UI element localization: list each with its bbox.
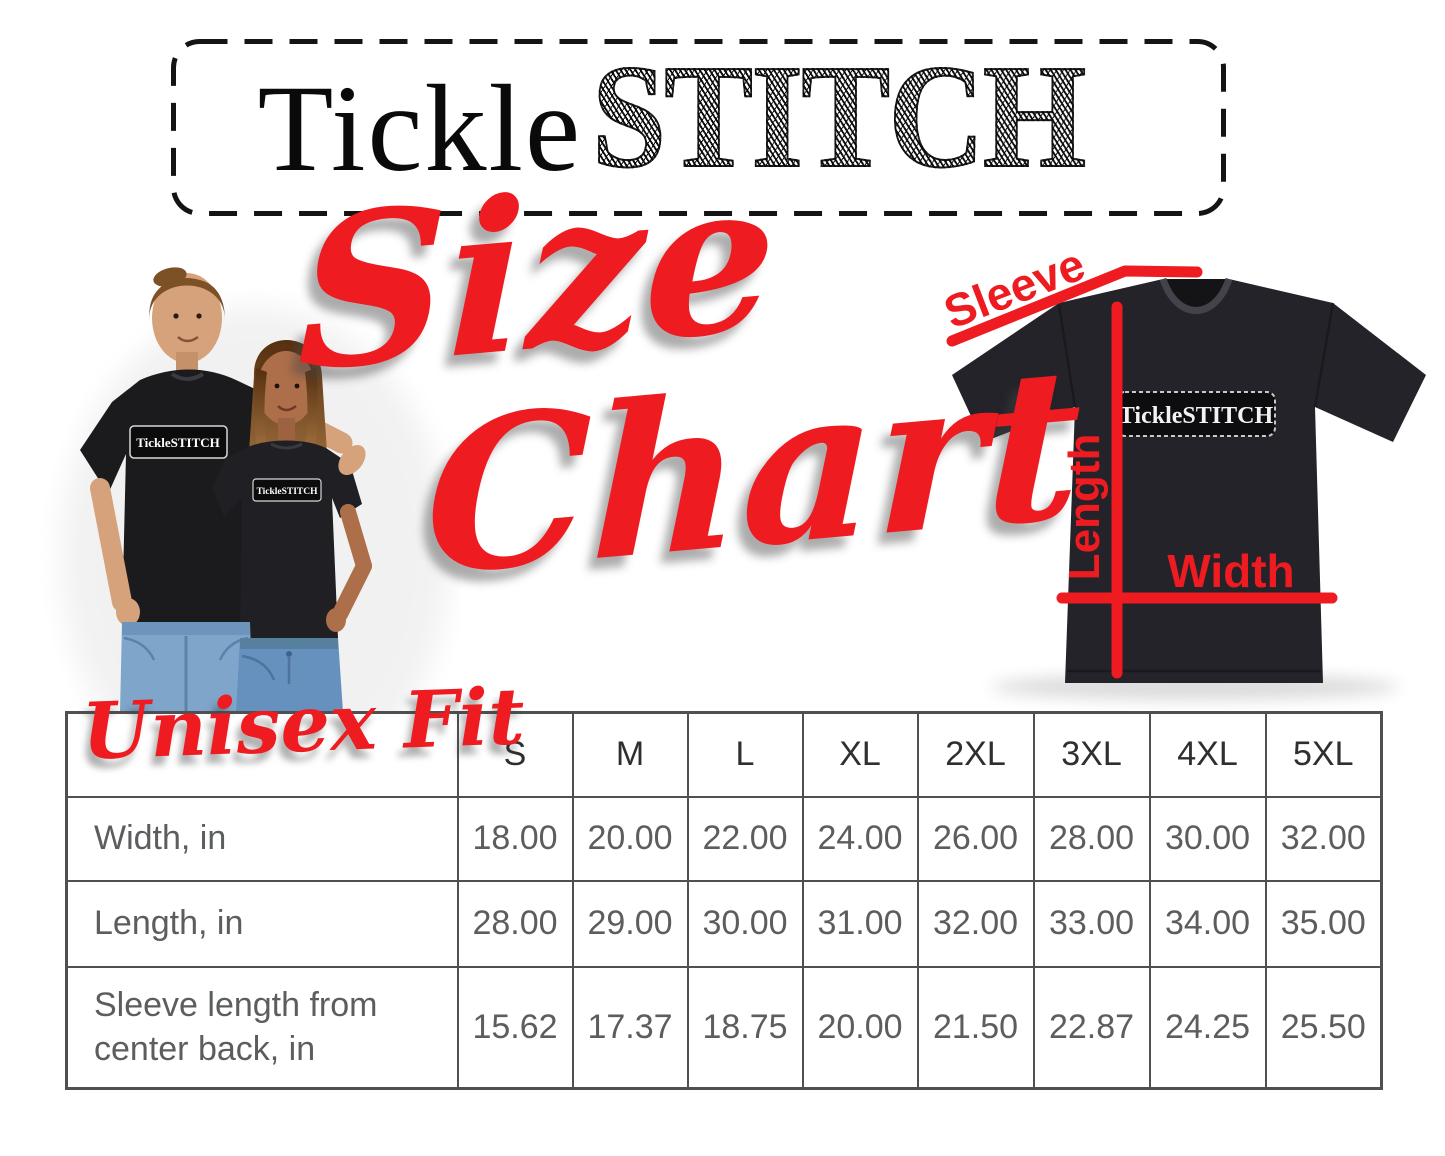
man-hair-quiff	[153, 267, 187, 287]
man-eye	[173, 313, 179, 319]
size-value-cell: 25.50	[1264, 965, 1383, 1090]
logo-box	[129, 425, 228, 459]
diagram-shirt-collar	[1159, 277, 1233, 314]
brand-logo: Tickle STITCH	[170, 38, 1227, 217]
size-column-header: 3XL	[1032, 711, 1151, 798]
row-label: Sleeve length from center back, in	[65, 965, 459, 1090]
size-value-cell: 18.75	[686, 965, 804, 1090]
woman-shirt-logo: TickleSTITCH	[252, 478, 322, 502]
size-value-cell: 22.00	[686, 795, 804, 882]
woman-collar	[270, 442, 303, 450]
size-value-cell: 30.00	[1148, 795, 1267, 882]
corner-cell	[65, 711, 459, 798]
size-value-cell: 35.00	[1264, 879, 1383, 968]
brand-word-tickle: Tickle	[257, 60, 583, 197]
size-value-cell: 17.37	[571, 965, 689, 1090]
table-row-width: Width, in 18.00 20.00 22.00 24.00 26.00 …	[65, 795, 1383, 882]
dashed-border	[171, 39, 1226, 216]
logo-text: TickleSTITCH	[136, 435, 220, 450]
size-table: S M L XL 2XL 3XL 4XL 5XL Width, in 18.00…	[65, 711, 1383, 1090]
woman-jeans	[236, 638, 343, 712]
man-eye	[196, 313, 202, 319]
logo-text: TickleSTITCH	[1119, 403, 1274, 429]
size-value-cell: 31.00	[801, 879, 919, 968]
title-chart: Chart	[424, 320, 1084, 624]
size-value-cell: 28.00	[456, 879, 574, 968]
logo-dashed-frame	[171, 39, 1226, 216]
size-value-cell: 34.00	[1148, 879, 1267, 968]
woman-neck	[278, 418, 295, 444]
models-photo: TickleSTITCH TickleSTITCH	[60, 267, 450, 712]
row-label: Length, in	[65, 879, 459, 968]
size-value-cell: 22.87	[1032, 965, 1151, 1090]
logo-text: TickleSTITCH	[256, 487, 318, 497]
man-jeans-pocket	[123, 636, 156, 661]
size-value-cell: 18.00	[456, 795, 574, 882]
man-forearm	[90, 478, 132, 612]
woman-tshirt	[212, 440, 362, 638]
size-value-cell: 32.00	[916, 879, 1035, 968]
woman-smile	[277, 404, 297, 412]
size-value-cell: 28.00	[1032, 795, 1151, 882]
man-hand-on-shoulder	[338, 444, 366, 476]
size-value-cell: 24.00	[801, 795, 919, 882]
man-shirt-logo: TickleSTITCH	[129, 425, 228, 459]
man-hair	[149, 278, 225, 320]
size-column-header: 5XL	[1264, 711, 1383, 798]
woman-jeans-pocket	[241, 654, 276, 681]
woman-jeans-button	[286, 651, 292, 657]
sleeve-measure-line	[946, 265, 1203, 347]
unisex-fit-label: Unisex Fit	[80, 671, 527, 778]
size-value-cell: 33.00	[1032, 879, 1151, 968]
size-value-cell: 32.00	[1264, 795, 1383, 882]
size-column-header: L	[686, 711, 804, 798]
logo-box	[1116, 391, 1276, 437]
man-collar	[170, 372, 205, 381]
woman-eye	[294, 383, 300, 389]
size-value-cell: 20.00	[801, 965, 919, 1090]
woman-face	[257, 351, 315, 425]
size-value-cell: 29.00	[571, 879, 689, 968]
size-value-cell: 30.00	[686, 879, 804, 968]
man-jeans-waistband	[122, 622, 250, 635]
man-smile	[177, 335, 199, 343]
size-column-header: 4XL	[1148, 711, 1267, 798]
man-jeans	[120, 622, 253, 712]
size-column-header: S	[456, 711, 574, 798]
man-face	[152, 273, 222, 363]
table-row-sleeve: Sleeve length from center back, in 15.62…	[65, 965, 1383, 1090]
logo-box	[252, 478, 322, 502]
size-column-header: XL	[801, 711, 919, 798]
woman-figure	[212, 340, 372, 638]
man-hand	[116, 598, 140, 626]
size-column-header: 2XL	[916, 711, 1035, 798]
length-label: Length	[1060, 434, 1109, 581]
row-label: Width, in	[65, 795, 459, 882]
size-value-cell: 24.25	[1148, 965, 1267, 1090]
table-row-length: Length, in 28.00 29.00 30.00 31.00 32.00…	[65, 879, 1383, 968]
sleeve-seams	[1057, 302, 1335, 408]
table-header-row: S M L XL 2XL 3XL 4XL 5XL	[65, 711, 1383, 798]
woman-arm-front	[332, 504, 372, 622]
size-value-cell: 26.00	[916, 795, 1035, 882]
size-value-cell: 20.00	[571, 795, 689, 882]
woman-eye	[274, 383, 280, 389]
size-value-cell: 21.50	[916, 965, 1035, 1090]
diagram-shirt-logo: TickleSTITCH	[1116, 391, 1276, 437]
measurement-diagram: TickleSTITCH Sleeve Length Width	[937, 238, 1426, 700]
size-column-header: M	[571, 711, 689, 798]
size-value-cell: 15.62	[456, 965, 574, 1090]
brand-word-stitch: STITCH	[591, 35, 1087, 199]
woman-jeans-waistband	[240, 638, 338, 649]
width-label: Width	[1167, 545, 1294, 597]
